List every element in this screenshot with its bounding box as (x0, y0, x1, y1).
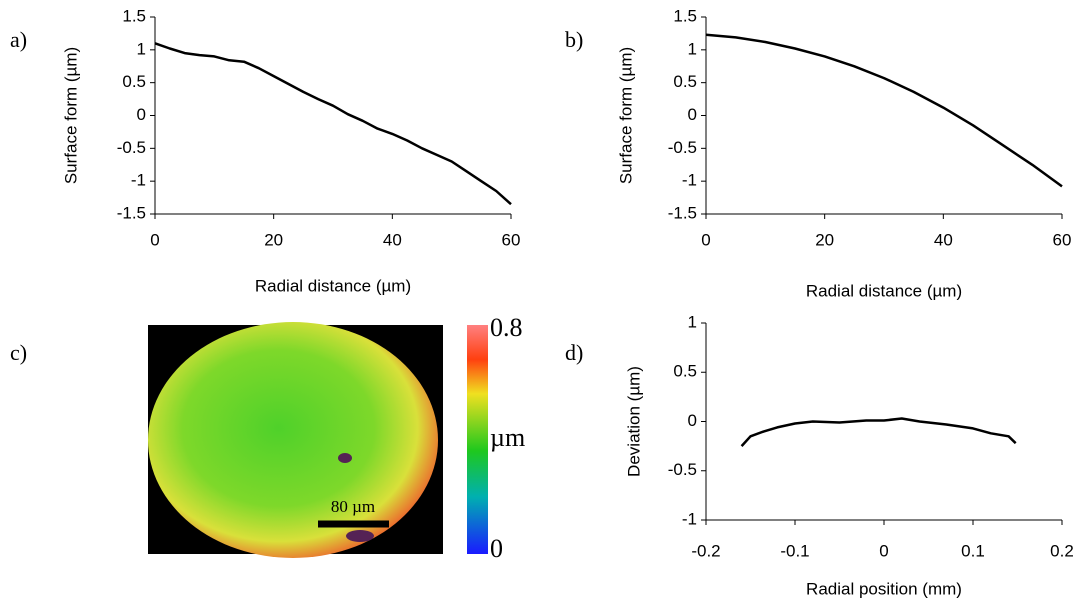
y-tick-label: 0 (688, 411, 697, 430)
x-tick-label: 40 (934, 230, 953, 249)
y-tick-label: -0.5 (117, 138, 146, 157)
panel-label: b) (565, 27, 583, 52)
y-tick-label: 0.5 (673, 72, 697, 91)
y-tick-label: -1 (682, 509, 697, 528)
y-tick-label: 0 (137, 105, 146, 124)
y-tick-label: 0 (688, 105, 697, 124)
y-axis-label: Deviation (µm) (624, 366, 643, 477)
colorbar-label: µm (490, 423, 525, 452)
x-tick-label: 60 (1053, 230, 1072, 249)
x-tick-label: -0.2 (691, 541, 720, 560)
y-tick-label: 1 (688, 39, 697, 58)
x-tick-label: 40 (383, 230, 402, 249)
scale-bar-label: 80 µm (331, 497, 375, 516)
x-tick-label: 20 (264, 230, 283, 249)
x-axis-label: Radial position (mm) (806, 579, 962, 598)
panel-label: d) (565, 340, 583, 365)
y-tick-label: 1 (688, 312, 697, 331)
map-defect (346, 530, 374, 542)
data-line (740, 417, 1017, 447)
y-tick-label: -1.5 (117, 203, 146, 222)
y-tick-label: -1 (131, 171, 146, 190)
y-tick-label: -1 (682, 171, 697, 190)
x-tick-label: 0 (150, 230, 159, 249)
x-tick-label: 60 (502, 230, 521, 249)
y-axis-label: Surface form (µm) (616, 47, 635, 184)
map-surface (148, 322, 438, 558)
map-defect (338, 453, 352, 463)
panel-label: a) (10, 27, 27, 52)
x-tick-label: 20 (815, 230, 834, 249)
surface-map (148, 322, 488, 558)
y-tick-label: 0.5 (122, 72, 146, 91)
colorbar-tick-label: 0 (490, 534, 503, 563)
x-tick-label: 0 (701, 230, 710, 249)
data-line (705, 33, 1063, 188)
panel-label: c) (10, 340, 27, 365)
x-axis-label: Radial distance (µm) (806, 281, 962, 300)
y-tick-label: 1.5 (122, 6, 146, 25)
y-tick-label: -0.5 (668, 138, 697, 157)
x-axis-label: Radial distance (µm) (255, 276, 411, 295)
data-line (154, 42, 512, 206)
x-tick-label: 0.1 (961, 541, 985, 560)
y-tick-label: 1 (137, 39, 146, 58)
x-tick-label: -0.1 (780, 541, 809, 560)
x-tick-label: 0 (879, 541, 888, 560)
y-tick-label: -1.5 (668, 203, 697, 222)
colorbar (467, 325, 488, 554)
y-axis-label: Surface form (µm) (61, 47, 80, 184)
y-tick-label: -0.5 (668, 460, 697, 479)
colorbar-tick-label: 0.8 (490, 313, 523, 342)
y-tick-label: 1.5 (673, 6, 697, 25)
x-tick-label: 0.2 (1050, 541, 1074, 560)
y-tick-label: 0.5 (673, 362, 697, 381)
